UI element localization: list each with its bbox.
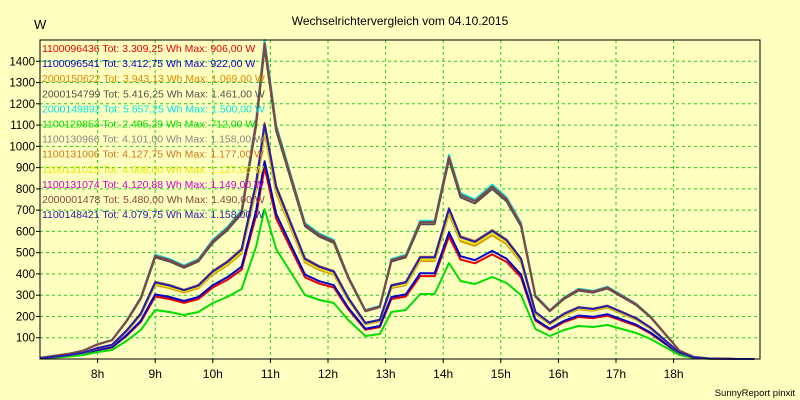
- y-tick-label: 1300: [9, 78, 35, 90]
- y-tick-label: 1000: [9, 141, 35, 153]
- y-tick-label: 1100: [10, 120, 35, 132]
- legend-item: 1100148421 Tot: 4.079,75 Wh Max: 1.158,0…: [42, 209, 264, 221]
- legend-item: 2000001478 Tot: 5.480,00 Wh Max: 1.490,0…: [42, 194, 265, 206]
- y-tick-label: 700: [16, 205, 35, 217]
- y-axis: 100 200 300 400 500 600 700 800 900 1000 1100 1200 1…: [9, 56, 40, 345]
- y-tick-label: 400: [16, 269, 35, 281]
- x-tick-label: 10h: [203, 367, 223, 381]
- x-tick-label: 18h: [664, 367, 684, 381]
- grid-lines: [40, 40, 760, 359]
- footer-text: SunnyReport pinxit: [715, 388, 796, 399]
- x-tick-label: 9h: [149, 367, 162, 381]
- legend-item: 1100096436 Tot: 3.309,25 Wh Max: 906,00 …: [42, 43, 255, 55]
- x-tick-label: 17h: [606, 367, 626, 381]
- x-tick-label: 16h: [548, 367, 568, 381]
- chart-title: Wechselrichtervergleich vom 04.10.2015: [292, 14, 509, 28]
- x-tick-label: 12h: [318, 367, 338, 381]
- x-tick-label: 14h: [433, 367, 453, 381]
- legend-item: 1100131074 Tot: 4.120,88 Wh Max: 1.149,0…: [42, 179, 264, 191]
- y-tick-label: 100: [16, 333, 35, 345]
- y-tick-label: 600: [16, 226, 35, 238]
- legend-item: 2000154799 Tot: 5.416,25 Wh Max: 1.461,0…: [42, 88, 265, 100]
- series-line: [39, 42, 755, 360]
- y-tick-label: 300: [16, 290, 35, 302]
- x-tick-label: 13h: [376, 367, 396, 381]
- y-axis-label: W: [34, 17, 47, 32]
- plot-frame: [39, 39, 761, 360]
- x-tick-label: 15h: [491, 367, 511, 381]
- y-tick-label: 900: [16, 163, 35, 175]
- x-axis: 8h 9h 10h 11h 12h 13h 14h 15h 16h 17h 18h: [91, 359, 684, 381]
- x-tick-label: 11h: [261, 367, 280, 381]
- legend-item: 2000150622 Tot: 3.943,13 Wh Max: 1.069,0…: [42, 73, 265, 85]
- series-lines: [39, 39, 755, 360]
- y-tick-label: 500: [16, 248, 35, 260]
- legend-item: 1100096541 Tot: 3.412,75 Wh Max: 922,00 …: [42, 58, 255, 70]
- legend-item: 2000149892 Tot: 5.657,25 Wh Max: 1.500,0…: [42, 103, 265, 115]
- series-line: [39, 160, 755, 360]
- y-tick-label: 200: [16, 311, 35, 323]
- legend-item: 1100129853 Tot: 2.495,29 Wh Max: 712,00 …: [42, 119, 255, 131]
- y-tick-label: 1400: [9, 56, 35, 68]
- legend: 1100096436 Tot: 3.309,25 Wh Max: 906,00 …: [42, 43, 265, 221]
- x-tick-label: 8h: [91, 367, 104, 381]
- legend-item: 1100131025 Tot: 4.008,00 Wh Max: 1.127,0…: [42, 164, 264, 176]
- legend-item: 1100131006 Tot: 4.127,75 Wh Max: 1.177,0…: [42, 149, 264, 161]
- series-line: [39, 123, 755, 360]
- series-line: [39, 208, 755, 360]
- y-tick-label: 800: [16, 184, 35, 196]
- y-tick-label: 1200: [9, 99, 35, 111]
- legend-item: 1100130966 Tot: 4.101,00 Wh Max: 1.158,0…: [42, 134, 264, 146]
